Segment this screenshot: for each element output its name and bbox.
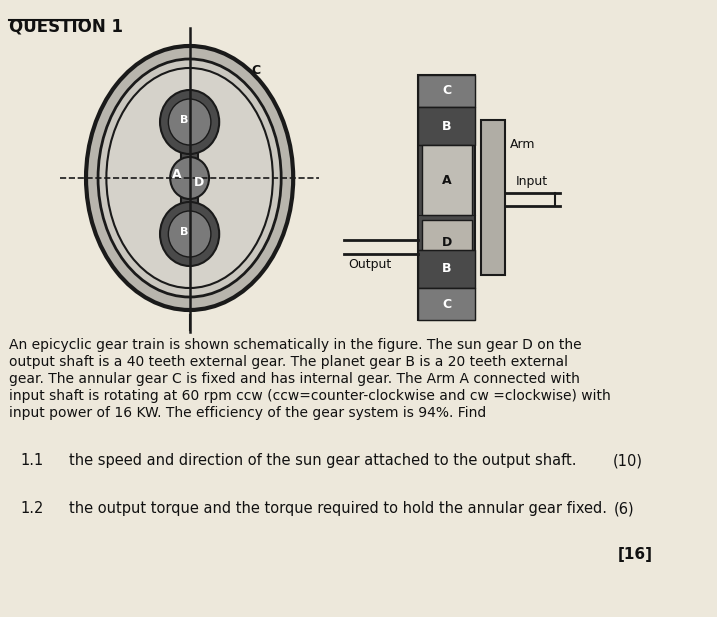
- Text: D: D: [194, 175, 204, 189]
- Bar: [418, 250, 475, 288]
- Text: QUESTION 1: QUESTION 1: [9, 18, 123, 36]
- Circle shape: [170, 157, 209, 199]
- Text: 1.2: 1.2: [20, 501, 44, 516]
- Text: A: A: [172, 167, 181, 181]
- Ellipse shape: [98, 59, 281, 297]
- Text: output shaft is a 40 teeth external gear. The planet gear B is a 20 teeth extern: output shaft is a 40 teeth external gear…: [9, 355, 569, 369]
- Text: Output: Output: [348, 258, 392, 271]
- Bar: [422, 145, 472, 215]
- Text: (10): (10): [612, 453, 642, 468]
- Text: input shaft is rotating at 60 rpm ccw (ccw=counter-clockwise and cw =clockwise) : input shaft is rotating at 60 rpm ccw (c…: [9, 389, 611, 403]
- Text: B: B: [180, 115, 189, 125]
- Ellipse shape: [106, 68, 273, 288]
- Circle shape: [160, 202, 219, 266]
- Text: input power of 16 KW. The efficiency of the gear system is 94%. Find: input power of 16 KW. The efficiency of …: [9, 406, 487, 420]
- Text: the output torque and the torque required to hold the annular gear fixed.: the output torque and the torque require…: [70, 501, 607, 516]
- Text: the speed and direction of the sun gear attached to the output shaft.: the speed and direction of the sun gear …: [70, 453, 577, 468]
- Text: Arm: Arm: [510, 138, 535, 151]
- Bar: [181, 124, 198, 232]
- Text: Input: Input: [516, 175, 548, 188]
- Text: B: B: [442, 120, 452, 133]
- Bar: [418, 75, 475, 320]
- Text: gear. The annular gear C is fixed and has internal gear. The Arm A connected wit: gear. The annular gear C is fixed and ha…: [9, 372, 580, 386]
- Text: C: C: [442, 85, 451, 97]
- Bar: [422, 220, 472, 265]
- Circle shape: [168, 211, 211, 257]
- Bar: [418, 75, 475, 107]
- Text: D: D: [442, 236, 452, 249]
- Text: B: B: [180, 227, 189, 237]
- Text: An epicyclic gear train is shown schematically in the figure. The sun gear D on : An epicyclic gear train is shown schemat…: [9, 338, 582, 352]
- Text: 1.1: 1.1: [20, 453, 44, 468]
- Circle shape: [160, 90, 219, 154]
- Ellipse shape: [86, 46, 293, 310]
- Text: C: C: [442, 297, 451, 310]
- Text: B: B: [442, 262, 452, 276]
- Circle shape: [168, 99, 211, 145]
- Bar: [481, 120, 505, 275]
- Bar: [418, 107, 475, 145]
- Text: A: A: [442, 173, 452, 186]
- Text: C: C: [252, 64, 261, 77]
- Text: (6): (6): [614, 501, 635, 516]
- Text: [16]: [16]: [618, 547, 653, 562]
- Bar: [418, 288, 475, 320]
